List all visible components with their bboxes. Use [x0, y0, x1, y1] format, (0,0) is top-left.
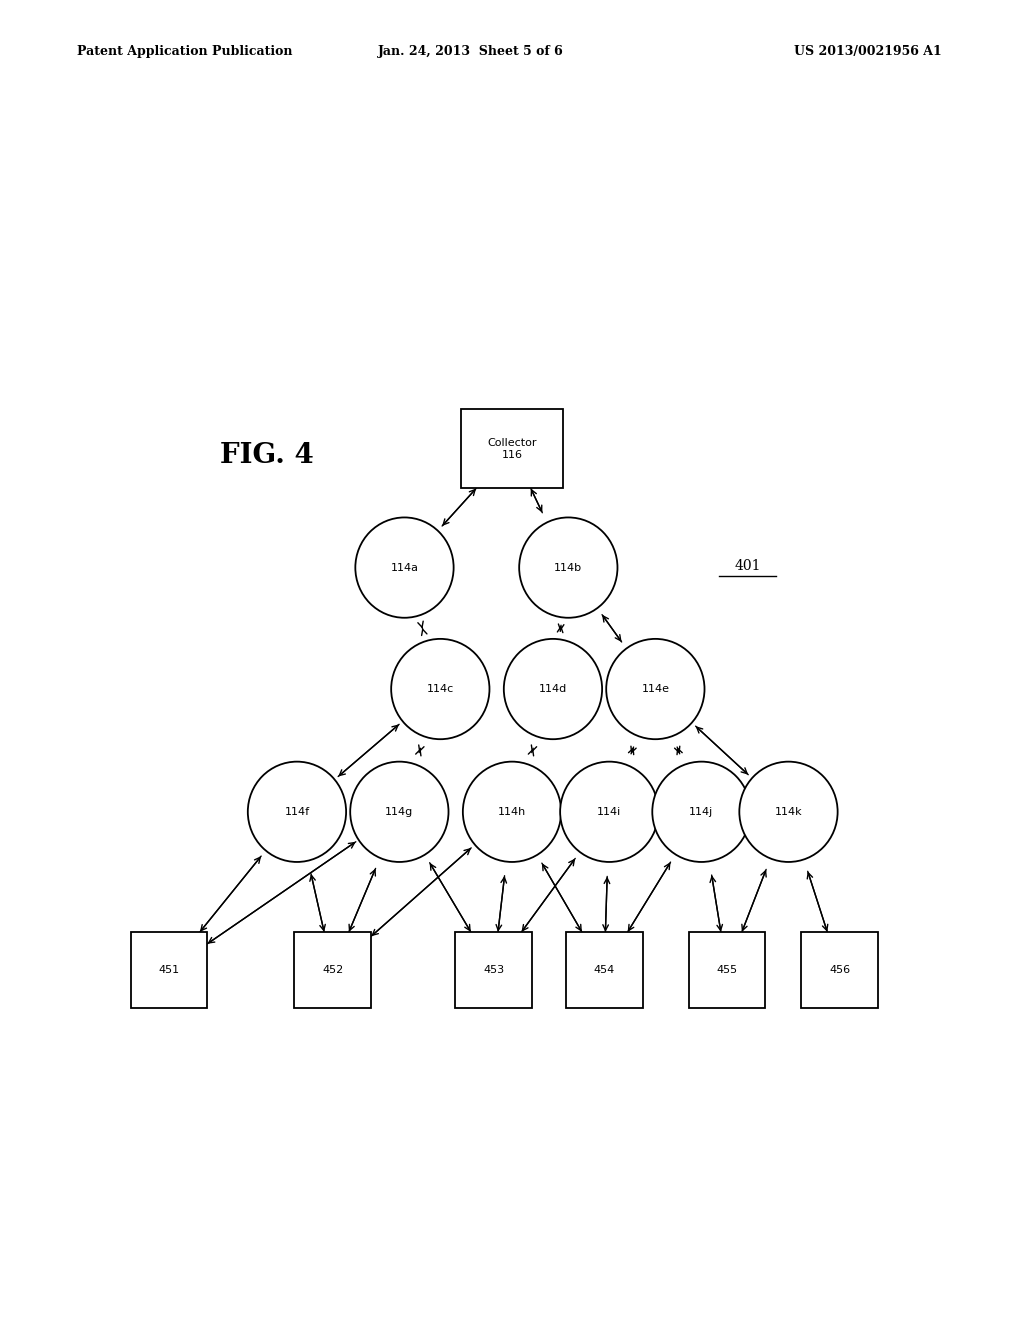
Text: 114g: 114g — [385, 807, 414, 817]
Text: 114d: 114d — [539, 684, 567, 694]
Text: 114e: 114e — [641, 684, 670, 694]
Text: 454: 454 — [594, 965, 614, 975]
Text: Patent Application Publication: Patent Application Publication — [77, 45, 292, 58]
Ellipse shape — [652, 762, 751, 862]
Text: 452: 452 — [323, 965, 343, 975]
Text: Jan. 24, 2013  Sheet 5 of 6: Jan. 24, 2013 Sheet 5 of 6 — [378, 45, 564, 58]
Text: Collector
116: Collector 116 — [487, 438, 537, 459]
Text: 456: 456 — [829, 965, 850, 975]
Ellipse shape — [350, 762, 449, 862]
Ellipse shape — [391, 639, 489, 739]
Text: 114j: 114j — [689, 807, 714, 817]
Bar — [131, 932, 207, 1008]
Text: 453: 453 — [483, 965, 504, 975]
Ellipse shape — [504, 639, 602, 739]
Text: US 2013/0021956 A1: US 2013/0021956 A1 — [795, 45, 942, 58]
Ellipse shape — [519, 517, 617, 618]
Text: 451: 451 — [159, 965, 179, 975]
Ellipse shape — [739, 762, 838, 862]
Text: 114a: 114a — [390, 562, 419, 573]
Text: 114f: 114f — [285, 807, 309, 817]
Text: 455: 455 — [717, 965, 737, 975]
Text: 114i: 114i — [597, 807, 622, 817]
Text: 114b: 114b — [554, 562, 583, 573]
Bar — [461, 409, 563, 488]
Bar — [455, 932, 532, 1008]
Ellipse shape — [606, 639, 705, 739]
Bar — [565, 932, 643, 1008]
Bar — [295, 932, 372, 1008]
Text: 401: 401 — [734, 558, 761, 573]
Ellipse shape — [355, 517, 454, 618]
Text: 114c: 114c — [427, 684, 454, 694]
Text: 114h: 114h — [498, 807, 526, 817]
Ellipse shape — [560, 762, 658, 862]
Bar — [801, 932, 878, 1008]
Ellipse shape — [248, 762, 346, 862]
Ellipse shape — [463, 762, 561, 862]
Text: FIG. 4: FIG. 4 — [220, 442, 314, 469]
Bar — [688, 932, 765, 1008]
Text: 114k: 114k — [775, 807, 802, 817]
